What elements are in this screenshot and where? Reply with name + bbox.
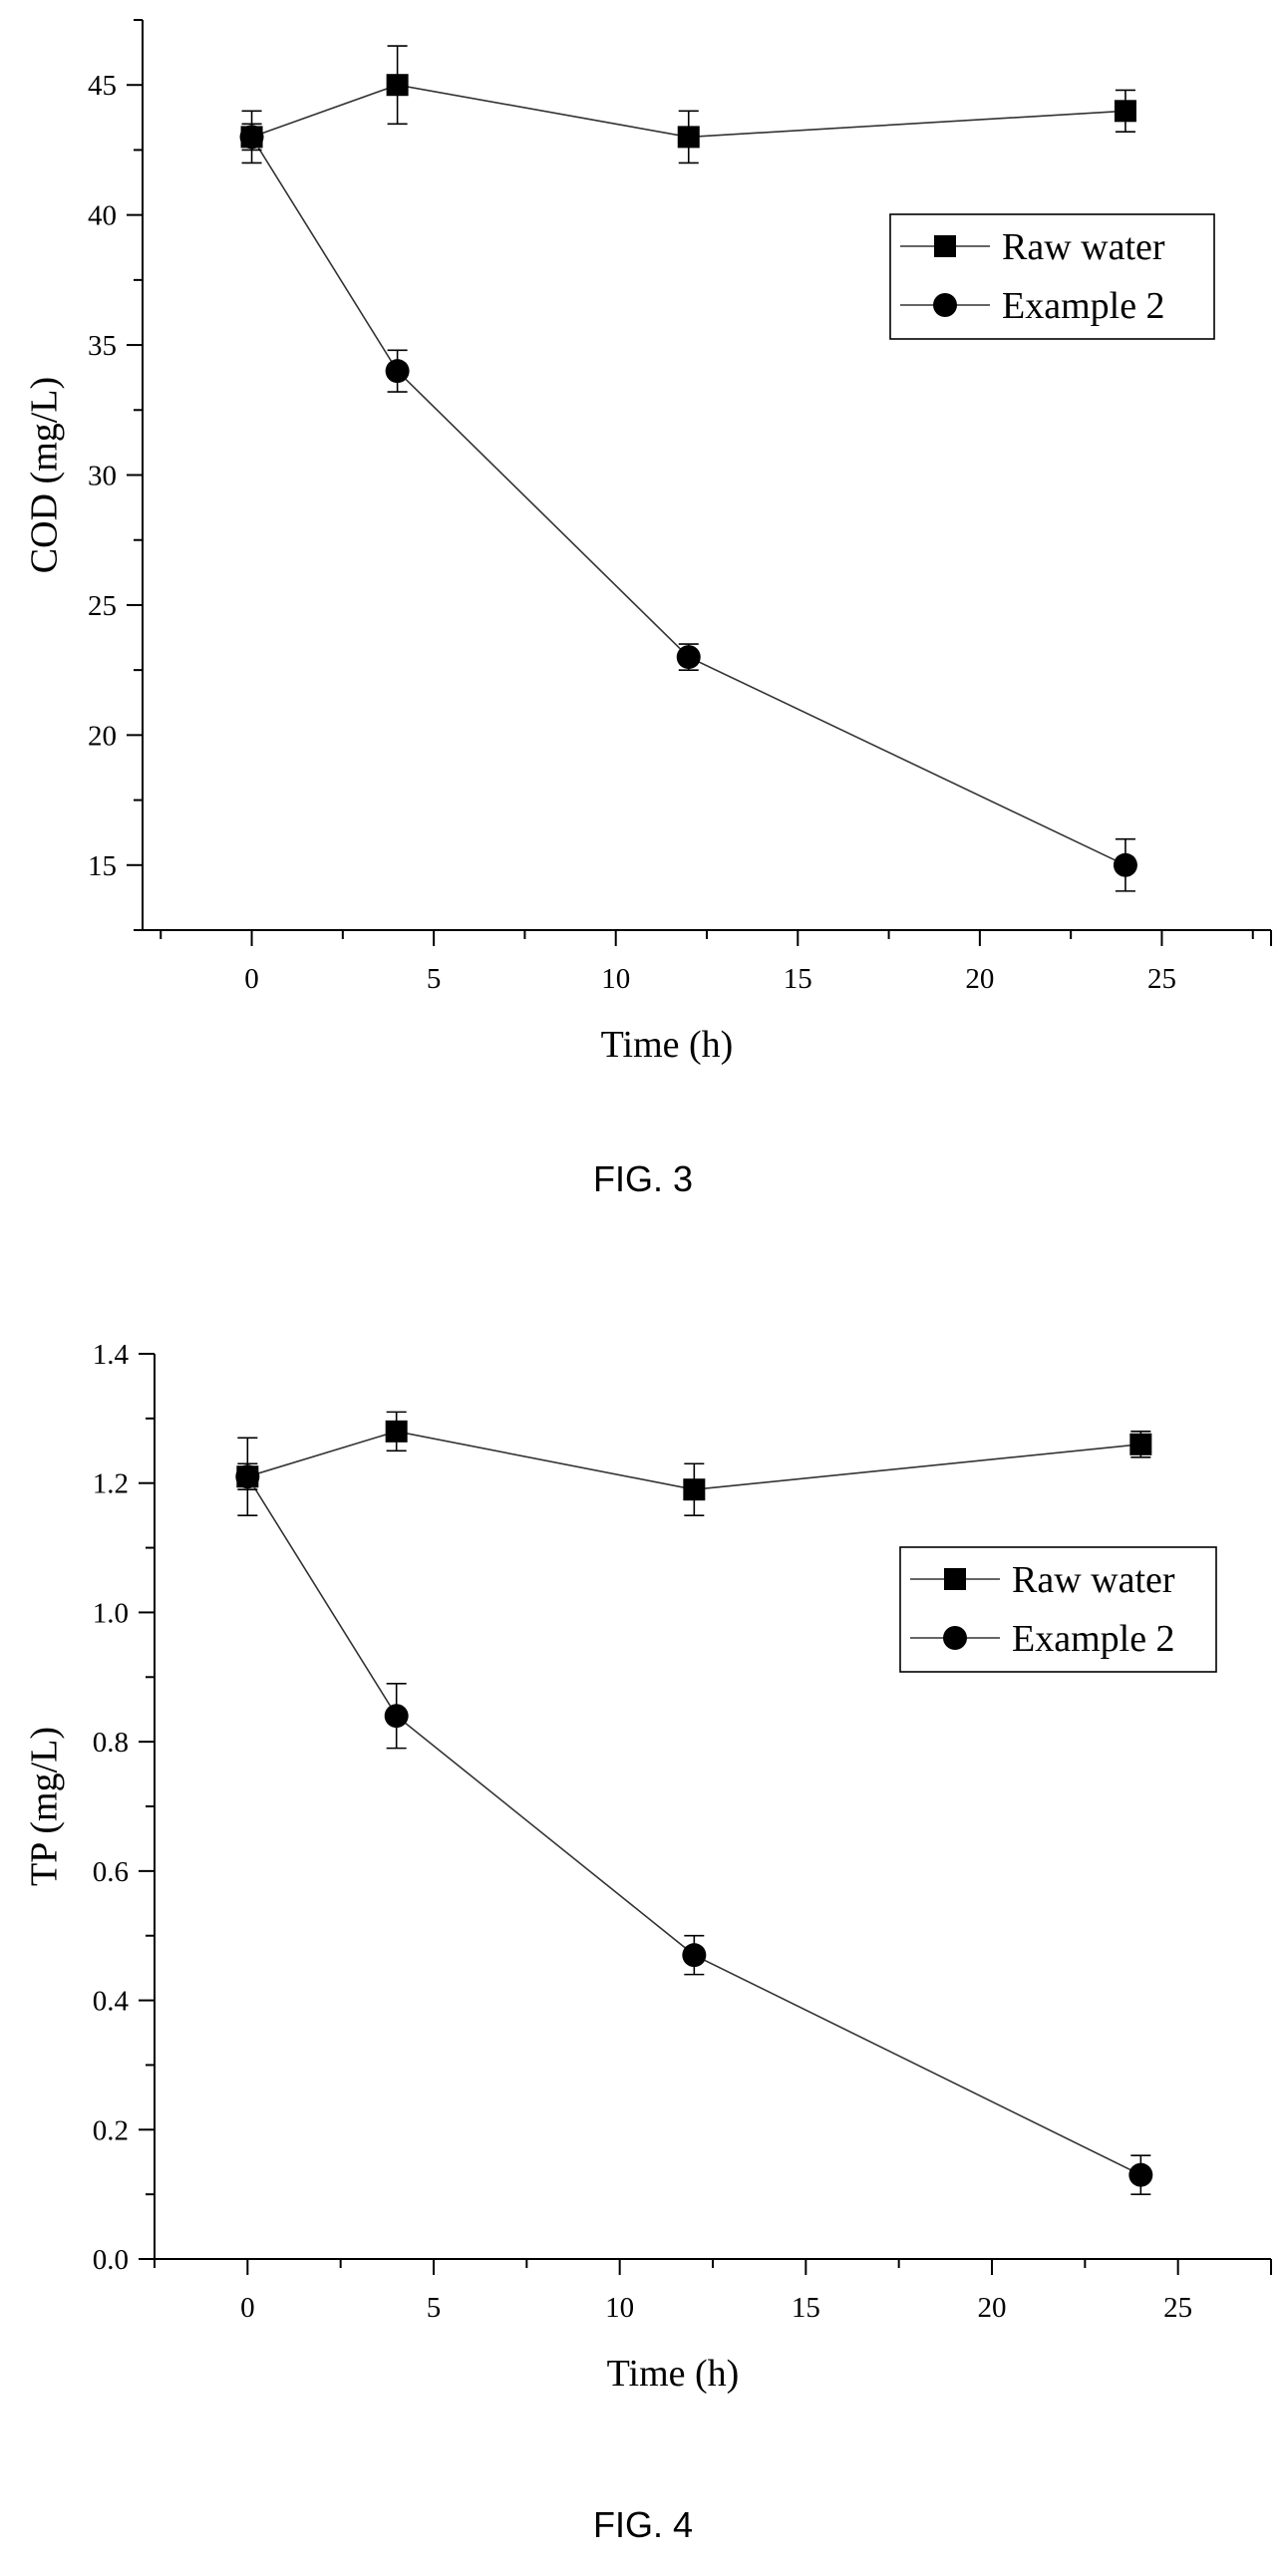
data-point-circle xyxy=(1113,852,1137,877)
x-tick-label: 25 xyxy=(1147,963,1176,995)
legend-label: Example 2 xyxy=(1012,1618,1175,1660)
y-tick-label: 45 xyxy=(88,70,117,102)
x-tick-label: 5 xyxy=(427,963,442,995)
data-point-circle xyxy=(676,645,701,670)
y-tick-label: 25 xyxy=(88,590,117,622)
x-axis-label: Time (h) xyxy=(601,1024,734,1066)
x-tick-label: 10 xyxy=(601,963,630,995)
y-tick-label: 30 xyxy=(88,461,117,492)
legend-box xyxy=(889,213,1215,340)
data-point-square xyxy=(386,74,409,97)
data-point-circle xyxy=(235,1464,260,1489)
y-tick-label: 1.4 xyxy=(93,1339,130,1371)
series-line-raw-water xyxy=(251,84,1125,139)
legend-marker-square xyxy=(944,1568,966,1590)
data-point-circle xyxy=(1128,2162,1153,2187)
data-point-circle xyxy=(682,1943,707,1968)
y-axis-label: COD (mg/L) xyxy=(24,377,66,573)
series-line-raw-water xyxy=(247,1431,1141,1491)
x-tick-label: 20 xyxy=(965,963,994,995)
data-point-square xyxy=(1114,100,1136,123)
data-point-square xyxy=(385,1420,408,1443)
legend-label: Raw water xyxy=(1012,1559,1175,1601)
y-tick-label: 0.4 xyxy=(93,1986,130,2018)
y-axis-label: TP (mg/L) xyxy=(24,1727,66,1886)
x-tick-label: 10 xyxy=(605,2292,634,2324)
y-tick-label: 0.2 xyxy=(93,2114,129,2146)
series-line-example-2 xyxy=(246,1475,1141,2176)
x-tick-label: 20 xyxy=(978,2292,1007,2324)
x-tick-label: 0 xyxy=(240,2292,255,2324)
legend-label: Raw water xyxy=(1002,226,1165,268)
legend-marker-circle xyxy=(933,293,957,317)
figure-caption: FIG. 3 xyxy=(593,1158,693,1199)
data-point-circle xyxy=(384,1704,409,1729)
legend-marker-square xyxy=(934,235,956,257)
x-axis-label: Time (h) xyxy=(607,2353,740,2395)
data-point-square xyxy=(683,1478,706,1501)
x-tick-label: 25 xyxy=(1163,2292,1192,2324)
y-tick-label: 15 xyxy=(88,850,117,882)
y-tick-label: 1.2 xyxy=(93,1468,129,1500)
x-tick-label: 0 xyxy=(244,963,259,995)
x-tick-label: 5 xyxy=(427,2292,442,2324)
legend-marker-circle xyxy=(943,1626,967,1650)
y-tick-label: 1.0 xyxy=(93,1597,129,1629)
figure-caption: FIG. 4 xyxy=(593,2504,693,2545)
y-tick-label: 0.6 xyxy=(93,1856,129,1888)
y-tick-label: 35 xyxy=(88,330,117,362)
y-tick-label: 20 xyxy=(88,720,117,752)
legend-label: Example 2 xyxy=(1002,285,1165,327)
y-tick-label: 0.8 xyxy=(93,1727,129,1759)
y-tick-label: 40 xyxy=(88,200,117,232)
data-point-square xyxy=(1129,1433,1152,1455)
data-point-circle xyxy=(239,125,264,150)
legend-box xyxy=(899,1546,1217,1673)
x-tick-label: 15 xyxy=(784,963,812,995)
x-tick-label: 15 xyxy=(792,2292,820,2324)
data-point-square xyxy=(677,126,700,149)
series-line-example-2 xyxy=(250,136,1126,866)
data-point-circle xyxy=(385,359,410,384)
y-tick-label: 0.0 xyxy=(93,2244,129,2276)
